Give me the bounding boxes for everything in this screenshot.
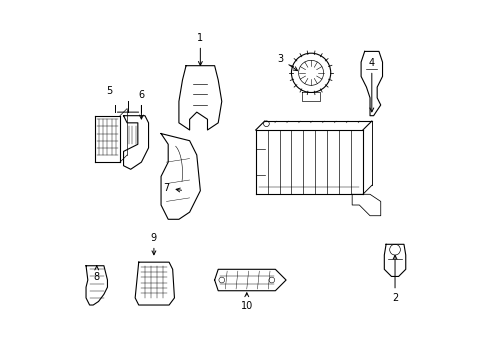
Text: 2: 2 bbox=[392, 255, 398, 303]
Text: 6: 6 bbox=[138, 90, 145, 119]
Text: 3: 3 bbox=[278, 54, 297, 71]
Text: 10: 10 bbox=[241, 293, 253, 311]
Text: 8: 8 bbox=[94, 266, 100, 282]
Text: 1: 1 bbox=[197, 33, 203, 66]
Text: 5: 5 bbox=[106, 86, 112, 96]
Text: 7: 7 bbox=[163, 183, 181, 193]
Text: 4: 4 bbox=[369, 58, 375, 112]
Text: 9: 9 bbox=[151, 233, 157, 255]
